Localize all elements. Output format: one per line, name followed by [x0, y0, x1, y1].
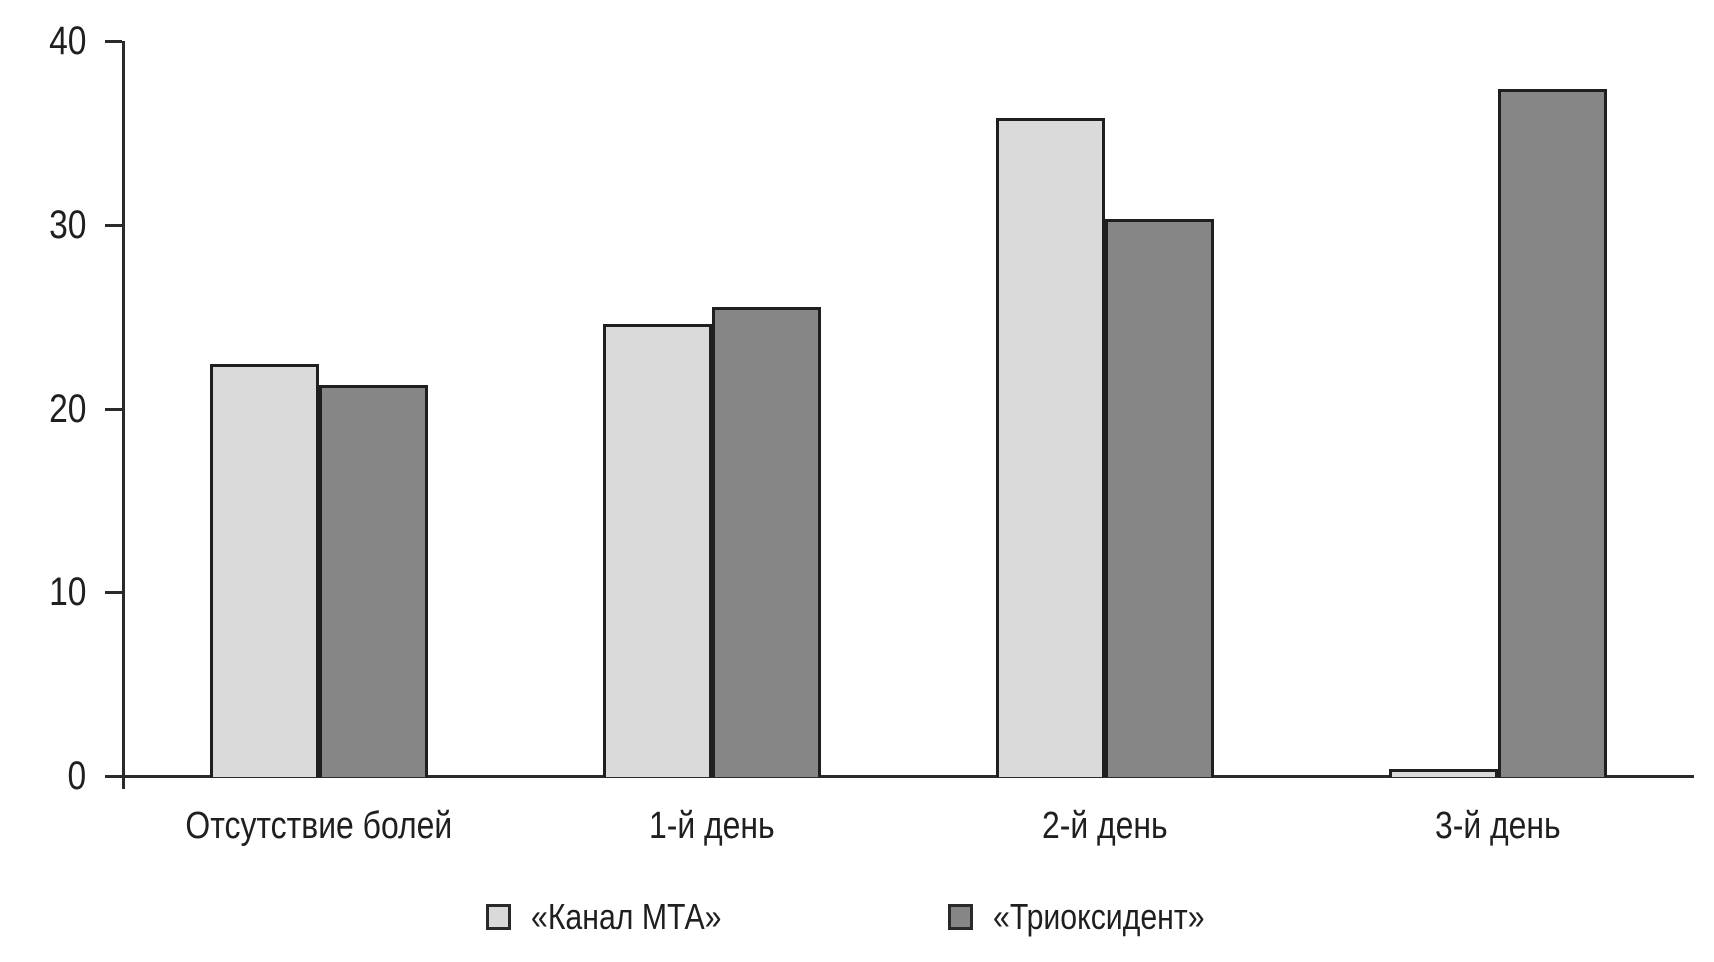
legend-label-1-text: «Канал МТА»	[531, 896, 722, 937]
bar-series1-group3	[996, 118, 1105, 777]
bar-series2-group2	[712, 307, 821, 777]
category-label-1: Отсутствие болей	[109, 803, 529, 849]
legend-label-2: «Триоксидент»	[993, 899, 1245, 935]
bar-series1-group2	[603, 324, 712, 777]
legend-label-1: «Канал МТА»	[531, 899, 758, 935]
y-tick-10	[105, 591, 122, 595]
category-label-2-text: 1-й день	[649, 805, 775, 847]
legend-swatch-1	[486, 904, 511, 930]
bar-series2-group4	[1498, 89, 1607, 777]
y-tick-label-20: 20	[0, 387, 86, 431]
y-tick-label-40-text: 40	[48, 19, 86, 63]
y-tick-30	[105, 223, 122, 227]
category-label-2: 1-й день	[502, 803, 922, 849]
y-tick-label-0-text: 0	[67, 754, 86, 798]
y-tick-label-40: 40	[0, 19, 86, 63]
legend-label-2-text: «Триоксидент»	[993, 896, 1205, 937]
y-tick-label-30-text: 30	[48, 202, 86, 247]
y-tick-label-20-text: 20	[48, 386, 86, 431]
category-label-3: 2-й день	[895, 803, 1315, 849]
category-label-4: 3-й день	[1288, 803, 1708, 849]
y-axis	[122, 41, 125, 789]
legend-item-2: «Триоксидент»	[948, 899, 1245, 935]
y-tick-label-10: 10	[0, 570, 86, 614]
y-tick-label-0: 0	[0, 754, 86, 798]
bar-series1-group1	[210, 364, 319, 777]
y-tick-label-10-text: 10	[48, 570, 86, 615]
x-axis	[122, 775, 1694, 778]
y-tick-40	[105, 40, 122, 43]
bar-series1-group4	[1389, 769, 1498, 777]
category-label-4-text: 3-й день	[1435, 805, 1561, 847]
category-label-1-text: Отсутствие болей	[185, 805, 453, 847]
y-tick-20	[105, 407, 122, 411]
legend-item-1: «Канал МТА»	[486, 899, 758, 935]
legend-swatch-2	[948, 904, 973, 930]
y-tick-0	[105, 775, 122, 778]
bar-series2-group3	[1105, 219, 1214, 777]
y-tick-label-30: 30	[0, 203, 86, 247]
bar-series2-group1	[319, 385, 428, 777]
category-label-3-text: 2-й день	[1042, 805, 1168, 847]
